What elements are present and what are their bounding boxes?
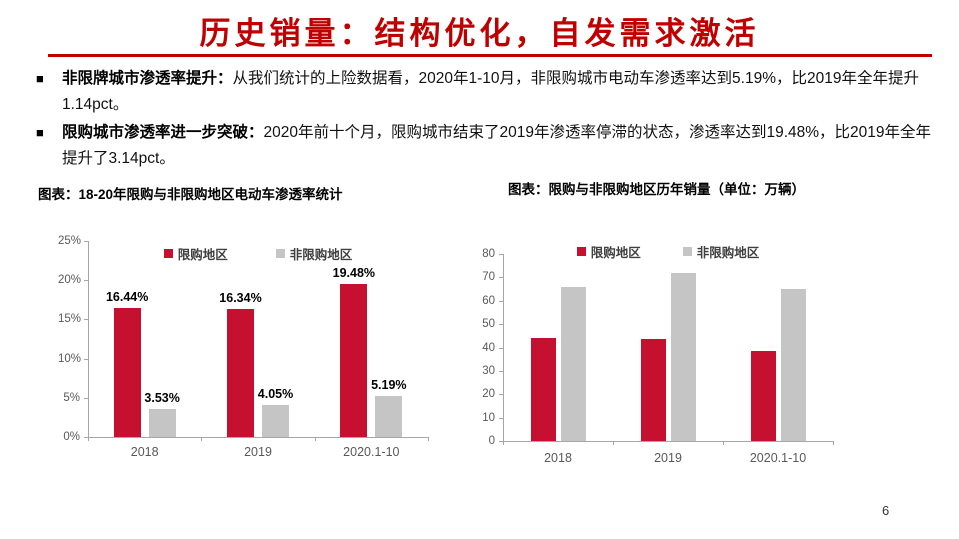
y-tick bbox=[499, 277, 503, 279]
bar-限购地区-2019 bbox=[640, 339, 666, 441]
figure-caption-right: 图表：限购与非限购地区历年销量（单位：万辆） bbox=[508, 182, 805, 197]
y-tick-label: 0 bbox=[488, 435, 495, 447]
x-category-label: 2019 bbox=[654, 451, 682, 465]
x-category-label: 2020.1-10 bbox=[343, 445, 400, 459]
bullet-text-2: 限购城市渗透率进一步突破：2020年前十个月，限购城市结束了2019年渗透率停滞… bbox=[62, 120, 936, 172]
y-tick-label: 70 bbox=[482, 271, 495, 284]
x-tick bbox=[613, 441, 614, 445]
chart-legend: 限购地区 非限购地区 bbox=[503, 242, 833, 261]
bar-限购地区-2018 bbox=[113, 308, 141, 437]
chart-legend: 限购地区 非限购地区 bbox=[88, 244, 428, 263]
y-tick-label: 0% bbox=[63, 431, 80, 443]
x-axis bbox=[503, 441, 833, 442]
bullet-item-1: ■ 非限牌城市渗透率提升：从我们统计的上险数据看，2020年1-10月，非限购城… bbox=[36, 66, 936, 118]
x-tick bbox=[314, 437, 316, 441]
legend-swatch-icon bbox=[682, 247, 692, 256]
page-number: 6 bbox=[882, 503, 890, 518]
figure-caption-left: 图表：18-20年限购与非限购地区电动车渗透率统计 bbox=[38, 187, 343, 202]
bar-非限购地区-2019 bbox=[262, 405, 289, 437]
title-underline bbox=[48, 54, 932, 57]
bar-value-label: 5.19% bbox=[371, 378, 407, 393]
legend-label: 非限购地区 bbox=[289, 248, 353, 262]
bullet-text-1: 非限牌城市渗透率提升：从我们统计的上险数据看，2020年1-10月，非限购城市电… bbox=[62, 66, 936, 118]
legend-label: 限购地区 bbox=[590, 246, 641, 260]
y-tick-label: 60 bbox=[482, 294, 495, 307]
legend-item: 非限购地区 bbox=[682, 242, 760, 261]
y-tick bbox=[499, 441, 503, 442]
x-tick bbox=[428, 437, 429, 441]
page-title: 历史销量：结构优化，自发需求激活 bbox=[199, 16, 760, 51]
bullet-square-icon: ■ bbox=[36, 125, 44, 140]
legend-item: 限购地区 bbox=[576, 242, 641, 261]
bar-value-label: 3.53% bbox=[144, 391, 180, 406]
y-tick bbox=[84, 397, 88, 399]
bullet-body-1: 从我们统计的上险数据看，2020年1-10月，非限购城市电动车渗透率达到5.19… bbox=[62, 70, 919, 113]
bar-value-label: 16.44% bbox=[105, 290, 149, 305]
y-tick-label: 10 bbox=[482, 411, 495, 424]
bar-限购地区-2020.1-10 bbox=[750, 351, 776, 441]
chart-annual-sales: 0 10 20 30 40 50 60 70 80 2018 2019 2020.1-10 限购地区 非限… bbox=[473, 236, 873, 471]
y-tick-label: 15% bbox=[58, 313, 82, 326]
bullet-square-icon: ■ bbox=[36, 71, 44, 86]
chart-penetration-rate: 0% 5% 10% 15% 20% 25% 16.44% 3.53% 2018 16.34% 4.0… bbox=[58, 235, 458, 471]
y-tick bbox=[84, 358, 88, 360]
y-tick bbox=[499, 254, 503, 255]
x-category-label: 2020.1-10 bbox=[749, 451, 807, 465]
bar-value-label: 16.34% bbox=[219, 290, 262, 305]
y-tick bbox=[499, 324, 503, 326]
y-tick-label: 30 bbox=[482, 364, 495, 377]
x-category-label: 2018 bbox=[544, 451, 572, 465]
bar-限购地区-2018 bbox=[530, 338, 556, 441]
bar-限购地区-2020.1-10 bbox=[340, 284, 368, 437]
bar-value-label: 19.48% bbox=[332, 266, 376, 281]
y-tick-label: 25% bbox=[58, 235, 82, 247]
x-category-label: 2019 bbox=[244, 445, 272, 459]
bullet-list: ■ 非限牌城市渗透率提升：从我们统计的上险数据看，2020年1-10月，非限购城… bbox=[36, 66, 936, 174]
legend-swatch-icon bbox=[163, 249, 173, 258]
y-tick-label: 50 bbox=[482, 318, 495, 331]
y-tick-label: 10% bbox=[58, 352, 82, 365]
y-axis bbox=[503, 254, 504, 441]
y-tick-label: 20 bbox=[482, 388, 495, 401]
legend-swatch-icon bbox=[275, 249, 285, 258]
x-tick bbox=[88, 437, 89, 441]
y-tick bbox=[84, 280, 88, 282]
y-axis bbox=[88, 241, 89, 437]
y-tick-label: 40 bbox=[482, 341, 495, 354]
bar-非限购地区-2019 bbox=[670, 272, 696, 441]
bar-非限购地区-2018 bbox=[148, 409, 176, 437]
y-tick bbox=[84, 241, 88, 242]
legend-label: 非限购地区 bbox=[696, 246, 760, 260]
legend-swatch-icon bbox=[576, 247, 586, 256]
y-tick bbox=[499, 417, 503, 419]
y-tick bbox=[84, 437, 88, 438]
bar-非限购地区-2020.1-10 bbox=[780, 289, 806, 441]
x-category-label: 2018 bbox=[130, 445, 159, 459]
legend-item: 非限购地区 bbox=[275, 244, 353, 263]
y-tick bbox=[499, 394, 503, 396]
y-tick bbox=[84, 319, 88, 321]
bar-value-label: 4.05% bbox=[257, 387, 294, 402]
legend-label: 限购地区 bbox=[177, 248, 228, 262]
x-tick bbox=[503, 441, 504, 445]
y-tick bbox=[499, 347, 503, 349]
bullet-item-2: ■ 限购城市渗透率进一步突破：2020年前十个月，限购城市结束了2019年渗透率… bbox=[36, 120, 936, 172]
bullet-lead-1: 非限牌城市渗透率提升： bbox=[62, 70, 233, 87]
y-tick bbox=[499, 300, 503, 302]
bullet-lead-2: 限购城市渗透率进一步突破： bbox=[62, 124, 264, 141]
y-tick-label: 20% bbox=[58, 274, 82, 287]
x-tick bbox=[723, 441, 724, 445]
bar-限购地区-2019 bbox=[227, 308, 254, 437]
x-tick bbox=[833, 441, 834, 445]
bar-非限购地区-2020.1-10 bbox=[375, 396, 403, 437]
legend-item: 限购地区 bbox=[163, 244, 228, 263]
bar-非限购地区-2018 bbox=[560, 286, 586, 441]
y-tick bbox=[499, 370, 503, 372]
y-tick-label: 5% bbox=[63, 391, 80, 404]
bullet-body-2: 2020年前十个月，限购城市结束了2019年渗透率停滞的状态，渗透率达到19.4… bbox=[62, 124, 932, 167]
x-axis bbox=[88, 437, 428, 438]
x-tick bbox=[201, 437, 203, 441]
y-tick-label: 80 bbox=[482, 248, 495, 260]
